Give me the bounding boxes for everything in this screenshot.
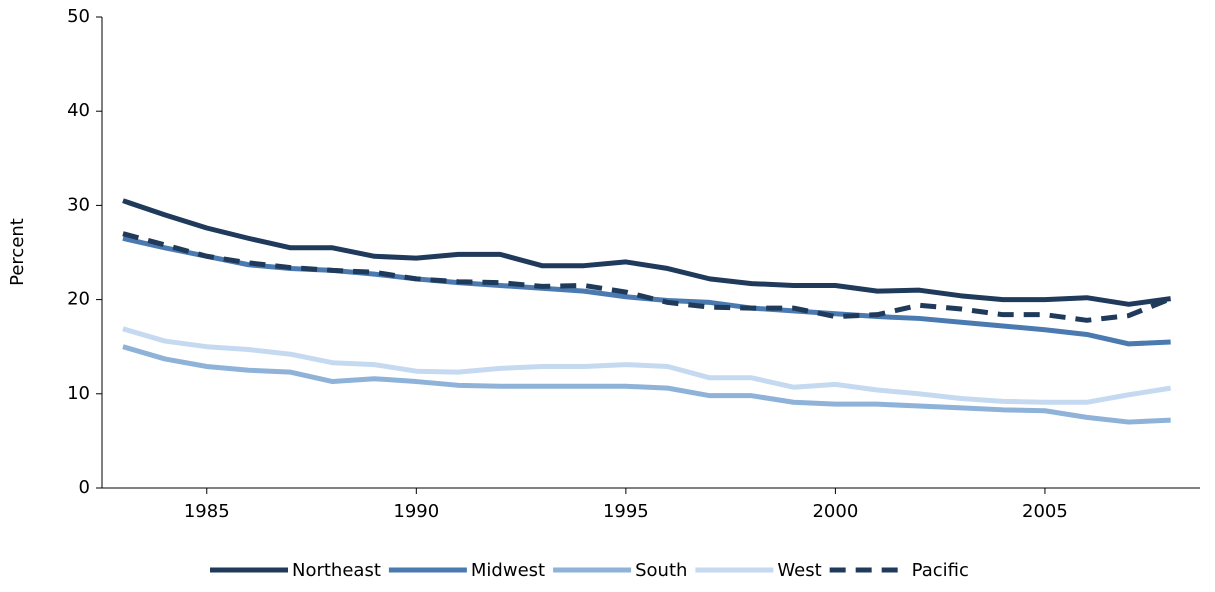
y-axis-label: Percent bbox=[7, 218, 28, 286]
legend-label: Northeast bbox=[292, 560, 381, 581]
legend-label: Pacific bbox=[912, 560, 969, 581]
legend-label: South bbox=[635, 560, 687, 581]
series-line bbox=[122, 344, 1171, 425]
legend-label: West bbox=[777, 560, 821, 581]
series-line bbox=[122, 198, 1171, 307]
series-line bbox=[122, 235, 1171, 347]
x-tick-label: 1985 bbox=[184, 501, 230, 522]
y-tick-label: 10 bbox=[67, 383, 90, 404]
y-tick-label: 0 bbox=[79, 477, 90, 498]
x-tick-label: 1995 bbox=[603, 501, 649, 522]
y-tick-label: 50 bbox=[67, 6, 90, 27]
legend-label: Midwest bbox=[471, 560, 545, 581]
x-tick-label: 2005 bbox=[1022, 501, 1068, 522]
x-tick-label: 2000 bbox=[812, 501, 858, 522]
y-tick-label: 20 bbox=[67, 289, 90, 310]
y-tick-label: 40 bbox=[67, 100, 90, 121]
x-tick-label: 1990 bbox=[393, 501, 439, 522]
series-line bbox=[122, 231, 1172, 323]
series-line bbox=[122, 326, 1172, 405]
y-tick-label: 30 bbox=[67, 194, 90, 215]
